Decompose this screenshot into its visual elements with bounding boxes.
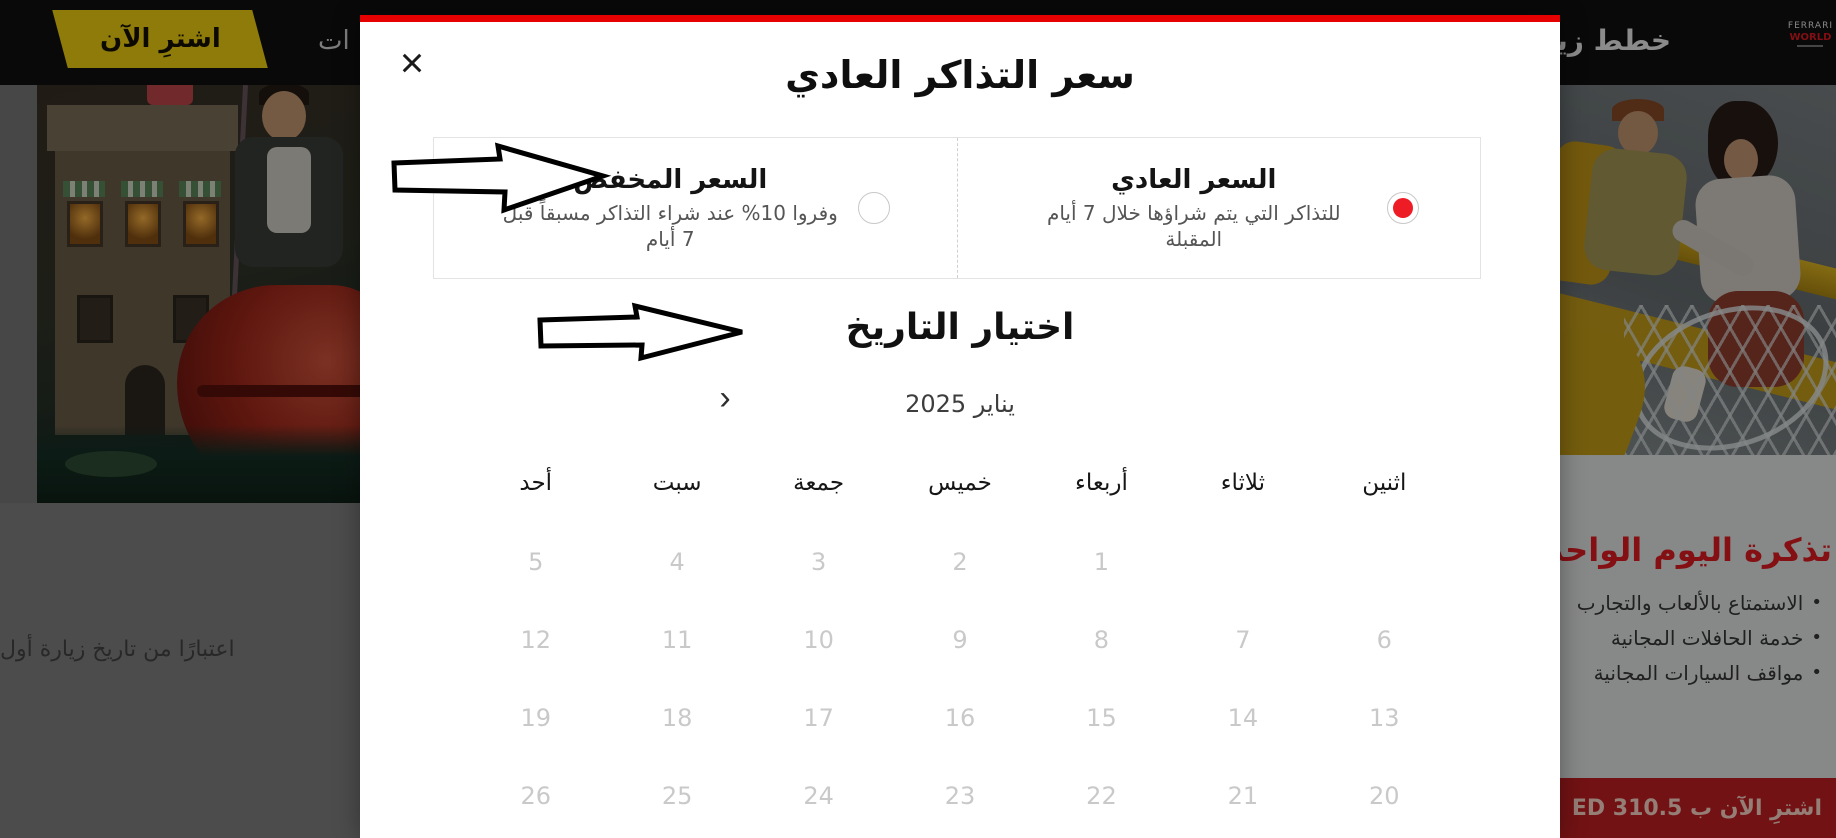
hero-image-rollercoaster	[1540, 85, 1836, 455]
option-title: السعر العادي	[1111, 164, 1277, 195]
date-cell[interactable]: 6	[1376, 626, 1392, 654]
date-cell[interactable]: 26	[520, 782, 551, 810]
page-left-margin	[0, 85, 37, 503]
radio-discounted-price[interactable]	[858, 192, 891, 224]
rider-woman-1	[1618, 111, 1658, 155]
date-cell[interactable]: 12	[520, 626, 551, 654]
empty-cell	[1172, 523, 1313, 601]
ticket-price-modal: × سعر التذاكر العادي السعر العادي للتذاك…	[360, 15, 1560, 838]
chevron-left-icon[interactable]: ‹	[712, 381, 738, 415]
date-cell[interactable]: 1	[1093, 548, 1110, 576]
dayname-sat: سبت	[652, 470, 702, 496]
benefit-item: • خدمة الحافلات المجانية	[1577, 626, 1822, 650]
rider-boy	[262, 91, 306, 141]
coaster-track-lattice	[1624, 305, 1836, 455]
date-cell[interactable]: 21	[1227, 782, 1259, 810]
date-cell[interactable]: 4	[669, 548, 685, 576]
option-discounted-price[interactable]: السعر المخفض وفروا 10% عند شراء التذاكر …	[434, 138, 957, 278]
calendar-day-names: اثنين ثلاثاء أربعاء خميس جمعة سبت أحد	[465, 465, 1455, 501]
dayname-tue: ثلاثاء	[1220, 470, 1266, 496]
logo-text-top: FERRARI	[1787, 21, 1833, 31]
option-title: السعر المخفض	[573, 164, 768, 195]
close-icon[interactable]: ×	[392, 42, 432, 84]
day-ticket-title: تذكرة اليوم الواحد	[1546, 531, 1832, 569]
buy-now-price-button[interactable]: اشترِ الآن ب ED 310.5	[1548, 778, 1836, 838]
buy-now-price-label: اشترِ الآن ب ED 310.5	[1571, 795, 1822, 821]
date-cell[interactable]: 8	[1093, 626, 1110, 654]
date-cell[interactable]: 10	[803, 626, 834, 654]
option-description: للتذاكر التي يتم شراؤها خلال 7 أيام المق…	[1046, 200, 1341, 251]
option-regular-price[interactable]: السعر العادي للتذاكر التي يتم شراؤها خلا…	[956, 138, 1481, 278]
dayname-fri: جمعة	[793, 470, 845, 496]
price-options-group: السعر العادي للتذاكر التي يتم شراؤها خلا…	[433, 137, 1481, 279]
logo-underline	[1797, 44, 1824, 47]
date-cell[interactable]: 18	[661, 704, 693, 732]
calendar-grid: 1 2 3 4 5 6 7 8 9 10 11 12 13 14 15 16 1…	[465, 523, 1455, 835]
date-cell[interactable]: 17	[803, 704, 834, 732]
day-ticket-benefits: • الاستمتاع بالألعاب والتجارب • خدمة الح…	[1577, 591, 1822, 696]
date-cell[interactable]: 2	[952, 548, 968, 576]
date-cell[interactable]: 3	[810, 548, 827, 576]
hero-image-dark-ride	[37, 85, 360, 503]
ride-house-graphic	[47, 85, 238, 435]
nav-item-partial[interactable]: ات	[318, 26, 350, 56]
date-cell[interactable]: 22	[1086, 782, 1117, 810]
date-cell[interactable]: 15	[1086, 704, 1117, 732]
option-description: وفروا 10% عند شراء التذاكر مسبقاً قبل 7 …	[502, 200, 838, 251]
empty-cell	[1314, 523, 1455, 601]
date-cell[interactable]: 14	[1227, 704, 1259, 732]
benefit-text: خدمة الحافلات المجانية	[1610, 626, 1804, 650]
benefit-item: • الاستمتاع بالألعاب والتجارب	[1577, 591, 1822, 615]
modal-title: سعر التذاكر العادي	[785, 53, 1135, 97]
date-cell[interactable]: 25	[661, 782, 693, 810]
dayname-wed: أربعاء	[1075, 470, 1128, 496]
benefit-text: مواقف السيارات المجانية	[1593, 661, 1804, 685]
rider-woman-2	[1724, 139, 1758, 181]
dayname-thu: خميس	[928, 470, 992, 496]
bullet-icon: •	[1811, 627, 1822, 648]
date-cell[interactable]: 9	[952, 626, 968, 654]
radio-regular-price-selected[interactable]	[1386, 192, 1419, 224]
date-cell[interactable]: 16	[944, 704, 976, 732]
dayname-sun: أحد	[519, 470, 553, 496]
benefit-text: الاستمتاع بالألعاب والتجارب	[1576, 591, 1804, 615]
date-cell[interactable]: 19	[520, 704, 551, 732]
month-label: يناير 2025	[905, 390, 1015, 418]
date-cell[interactable]: 5	[528, 548, 544, 576]
bullet-icon: •	[1811, 662, 1822, 683]
benefit-item: • مواقف السيارات المجانية	[1577, 661, 1822, 685]
bullet-icon: •	[1811, 592, 1822, 613]
date-cell[interactable]: 23	[944, 782, 976, 810]
date-cell[interactable]: 13	[1369, 704, 1400, 732]
logo-text-bottom: WORLD	[1789, 31, 1832, 43]
modal-accent-bar	[360, 15, 1560, 22]
date-cell[interactable]: 11	[661, 626, 693, 654]
date-cell[interactable]: 20	[1369, 782, 1400, 810]
date-cell[interactable]: 7	[1235, 626, 1251, 654]
dayname-mon: اثنين	[1362, 470, 1407, 496]
ferrari-world-logo[interactable]: FERRARI WORLD	[1787, 21, 1833, 47]
choose-date-heading: اختيار التاريخ	[845, 307, 1075, 348]
date-cell[interactable]: 24	[803, 782, 834, 810]
visit-date-note: اعتبارًا من تاريخ زيارة أول	[0, 637, 235, 662]
